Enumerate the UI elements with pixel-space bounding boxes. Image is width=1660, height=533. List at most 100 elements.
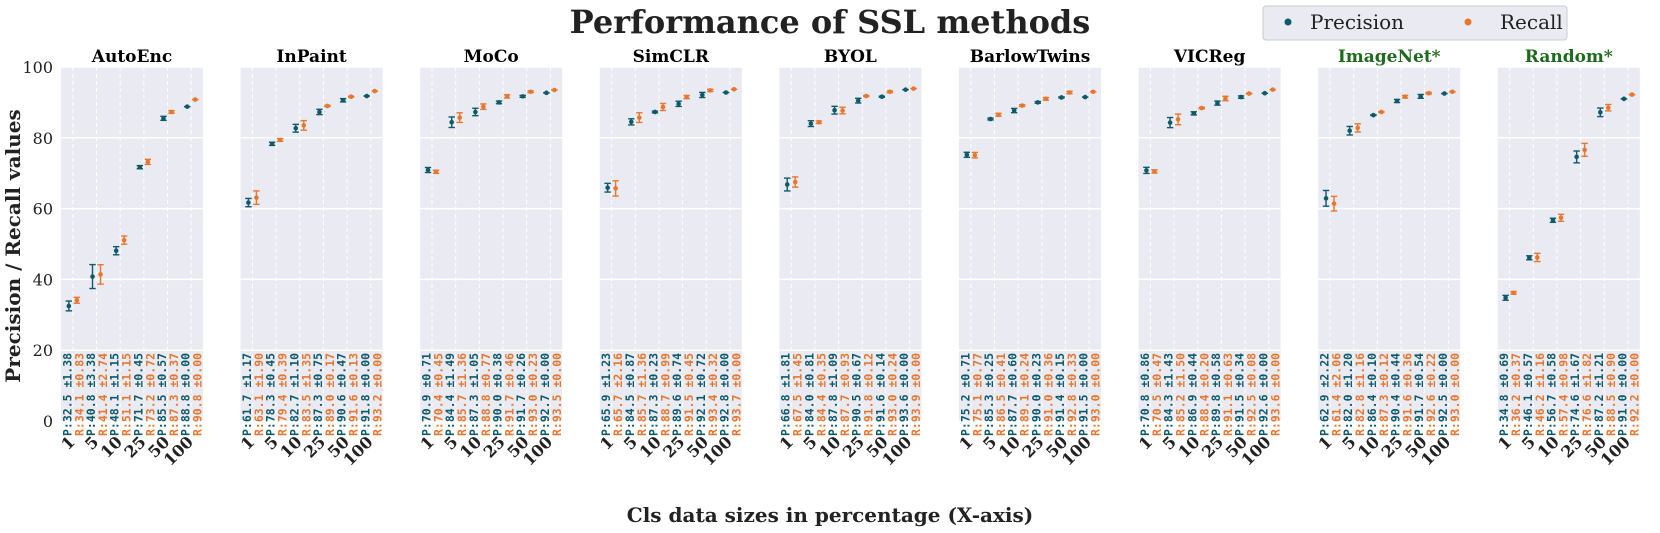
panel-background <box>959 67 1101 421</box>
precision-value-label: P:86.4 ±0.10 <box>1365 353 1379 436</box>
recall-value-label: R:51.1 ±1.15 <box>120 353 134 436</box>
recall-point <box>98 272 103 277</box>
recall-point <box>613 186 618 191</box>
recall-value-label: R:91.8 ±0.12 <box>862 353 876 436</box>
recall-value-label: R:91.6 ±0.13 <box>347 353 361 436</box>
precision-value-label: P:91.6 ±0.14 <box>873 353 887 436</box>
recall-point <box>1246 91 1252 96</box>
legend-recall-marker <box>1464 18 1472 26</box>
precision-value-label: P:48.1 ±1.15 <box>108 353 122 436</box>
recall-value-label: R:85.7 ±1.36 <box>635 353 649 436</box>
precision-value-label: P:90.0 ±0.23 <box>1029 353 1043 436</box>
recall-value-label: R:93.0 ±0.24 <box>885 353 899 436</box>
precision-point <box>1394 98 1400 104</box>
precision-value-label: P:32.5 ±1.38 <box>60 353 74 436</box>
precision-value-label: P:70.9 ±0.71 <box>420 353 434 436</box>
recall-value-label: R:65.7 ±2.16 <box>611 353 625 436</box>
precision-value-label: P:84.5 ±0.87 <box>623 353 637 436</box>
recall-point <box>121 237 127 243</box>
recall-point <box>887 89 893 95</box>
y-tick-label: 0 <box>43 412 53 431</box>
precision-point <box>1191 111 1197 116</box>
recall-value-label: R:70.4 ±0.45 <box>432 353 446 436</box>
recall-point <box>684 94 689 100</box>
recall-point <box>457 115 463 120</box>
recall-value-label: R:89.0 ±0.17 <box>323 353 337 436</box>
recall-value-label: R:90.8 ±0.00 <box>191 353 205 436</box>
y-tick-label: 40 <box>33 270 53 289</box>
recall-point <box>911 86 916 91</box>
precision-point <box>161 116 166 121</box>
recall-value-label: R:91.6 ±0.36 <box>1401 353 1415 436</box>
recall-value-label: R:92.6 ±0.22 <box>1424 353 1438 436</box>
precision-point <box>605 185 610 191</box>
precision-point <box>1167 120 1173 125</box>
recall-value-label: R:57.4 ±0.98 <box>1556 353 1570 436</box>
recall-value-label: R:89.1 ±0.24 <box>1018 353 1032 436</box>
recall-value-label: R:93.6 ±0.00 <box>1268 353 1282 436</box>
precision-value-label: P:61.7 ±1.17 <box>240 353 254 436</box>
recall-point <box>637 115 642 120</box>
recall-value-label: R:93.4 ±0.32 <box>706 353 720 436</box>
precision-point <box>1442 91 1447 96</box>
recall-point <box>1606 105 1611 111</box>
panel-title: Random* <box>1525 47 1613 67</box>
x-tick-label: 100 <box>160 432 197 469</box>
recall-point <box>1402 94 1408 100</box>
precision-value-label: P:90.5 ±0.67 <box>850 353 864 436</box>
precision-value-label: P:75.2 ±0.71 <box>958 353 972 436</box>
panel-title: MoCo <box>464 47 519 67</box>
recall-point <box>1090 89 1096 95</box>
precision-value-label: P:86.9 ±0.44 <box>1185 353 1199 436</box>
precision-point <box>1144 168 1149 173</box>
recall-value-label: R:91.1 ±0.63 <box>1221 353 1235 436</box>
recall-value-label: R:34.1 ±0.83 <box>72 353 86 436</box>
precision-point <box>1550 217 1556 223</box>
recall-point <box>1331 201 1337 206</box>
precision-point <box>473 109 478 115</box>
x-tick-label: 100 <box>1058 432 1095 469</box>
recall-point <box>816 119 822 125</box>
recall-value-label: R:93.9 ±0.00 <box>909 353 923 436</box>
y-axis-ticks: 0 20 40 60 80 100 <box>22 58 53 431</box>
precision-point <box>1262 90 1268 96</box>
legend: Precision Recall <box>1262 5 1568 41</box>
recall-point <box>1511 290 1516 296</box>
precision-point <box>364 93 370 99</box>
precision-value-label: P:85.3 ±0.25 <box>982 353 996 436</box>
precision-value-label: P:90.0 ±0.38 <box>491 353 505 436</box>
precision-point <box>784 182 790 187</box>
recall-value-label: R:93.2 ±0.00 <box>370 353 384 436</box>
recall-value-label: R:88.7 ±0.99 <box>658 353 672 436</box>
precision-point <box>184 104 190 109</box>
x-tick-label: 100 <box>1417 432 1454 469</box>
precision-value-label: P:91.7 ±0.54 <box>1412 353 1426 436</box>
recall-value-label: R:91.0 ±0.36 <box>1041 353 1055 436</box>
recall-value-label: R:67.5 ±1.45 <box>791 353 805 436</box>
recall-point <box>792 179 798 185</box>
y-tick-label: 20 <box>33 341 53 360</box>
precision-point <box>1238 94 1244 100</box>
precision-value-label: P:87.8 ±1.09 <box>826 353 840 436</box>
precision-value-label: P:40.8 ±3.38 <box>84 353 98 436</box>
panel-background <box>1497 67 1640 421</box>
recall-value-label: R:91.7 ±0.46 <box>503 353 517 436</box>
recall-value-label: R:63.1 ±1.90 <box>252 353 266 436</box>
panel-background <box>61 67 203 421</box>
precision-value-label: P:92.5 ±0.00 <box>1436 353 1450 436</box>
recall-point <box>528 89 533 95</box>
precision-point <box>808 121 814 126</box>
recall-value-label: R:76.6 ±1.82 <box>1580 353 1594 436</box>
precision-point <box>1418 94 1423 99</box>
precision-value-label: P:88.8 ±0.00 <box>179 353 193 436</box>
precision-point <box>855 98 861 103</box>
recall-point <box>1223 96 1228 101</box>
panel-background <box>1318 67 1461 421</box>
precision-value-label: P:66.8 ±1.81 <box>779 353 793 436</box>
precision-value-label: P:84.4 ±1.49 <box>443 353 457 436</box>
precision-point <box>832 107 837 113</box>
recall-value-label: R:93.0 ±0.23 <box>526 353 540 436</box>
